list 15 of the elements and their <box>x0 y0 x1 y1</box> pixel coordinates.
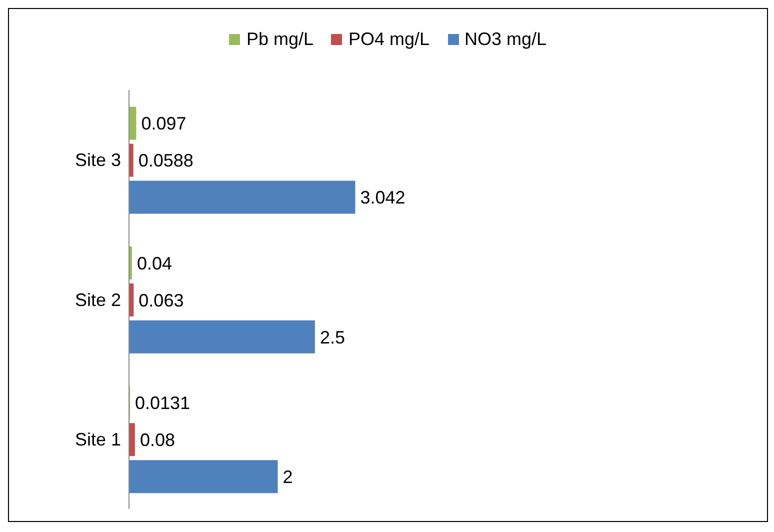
data-label: 3.042 <box>360 188 406 208</box>
y-tick-label: Site 1 <box>74 430 121 450</box>
data-label: 0.04 <box>136 253 172 274</box>
data-label: 0.0588 <box>138 150 194 171</box>
data-label: 0.08 <box>140 430 175 450</box>
data-label: 0.0131 <box>134 392 190 413</box>
data-label: 2.5 <box>320 327 345 348</box>
y-tick-label: Site 3 <box>74 150 121 170</box>
y-tick-label: Site 2 <box>74 290 121 310</box>
legend-label: Pb mg/L <box>246 29 314 50</box>
legend-label: PO4 mg/L <box>348 29 430 50</box>
data-label: 0.097 <box>141 114 186 134</box>
legend-label: NO3 mg/L <box>464 29 547 50</box>
data-label: 0.063 <box>138 290 184 310</box>
data-label: 2 <box>282 466 293 487</box>
